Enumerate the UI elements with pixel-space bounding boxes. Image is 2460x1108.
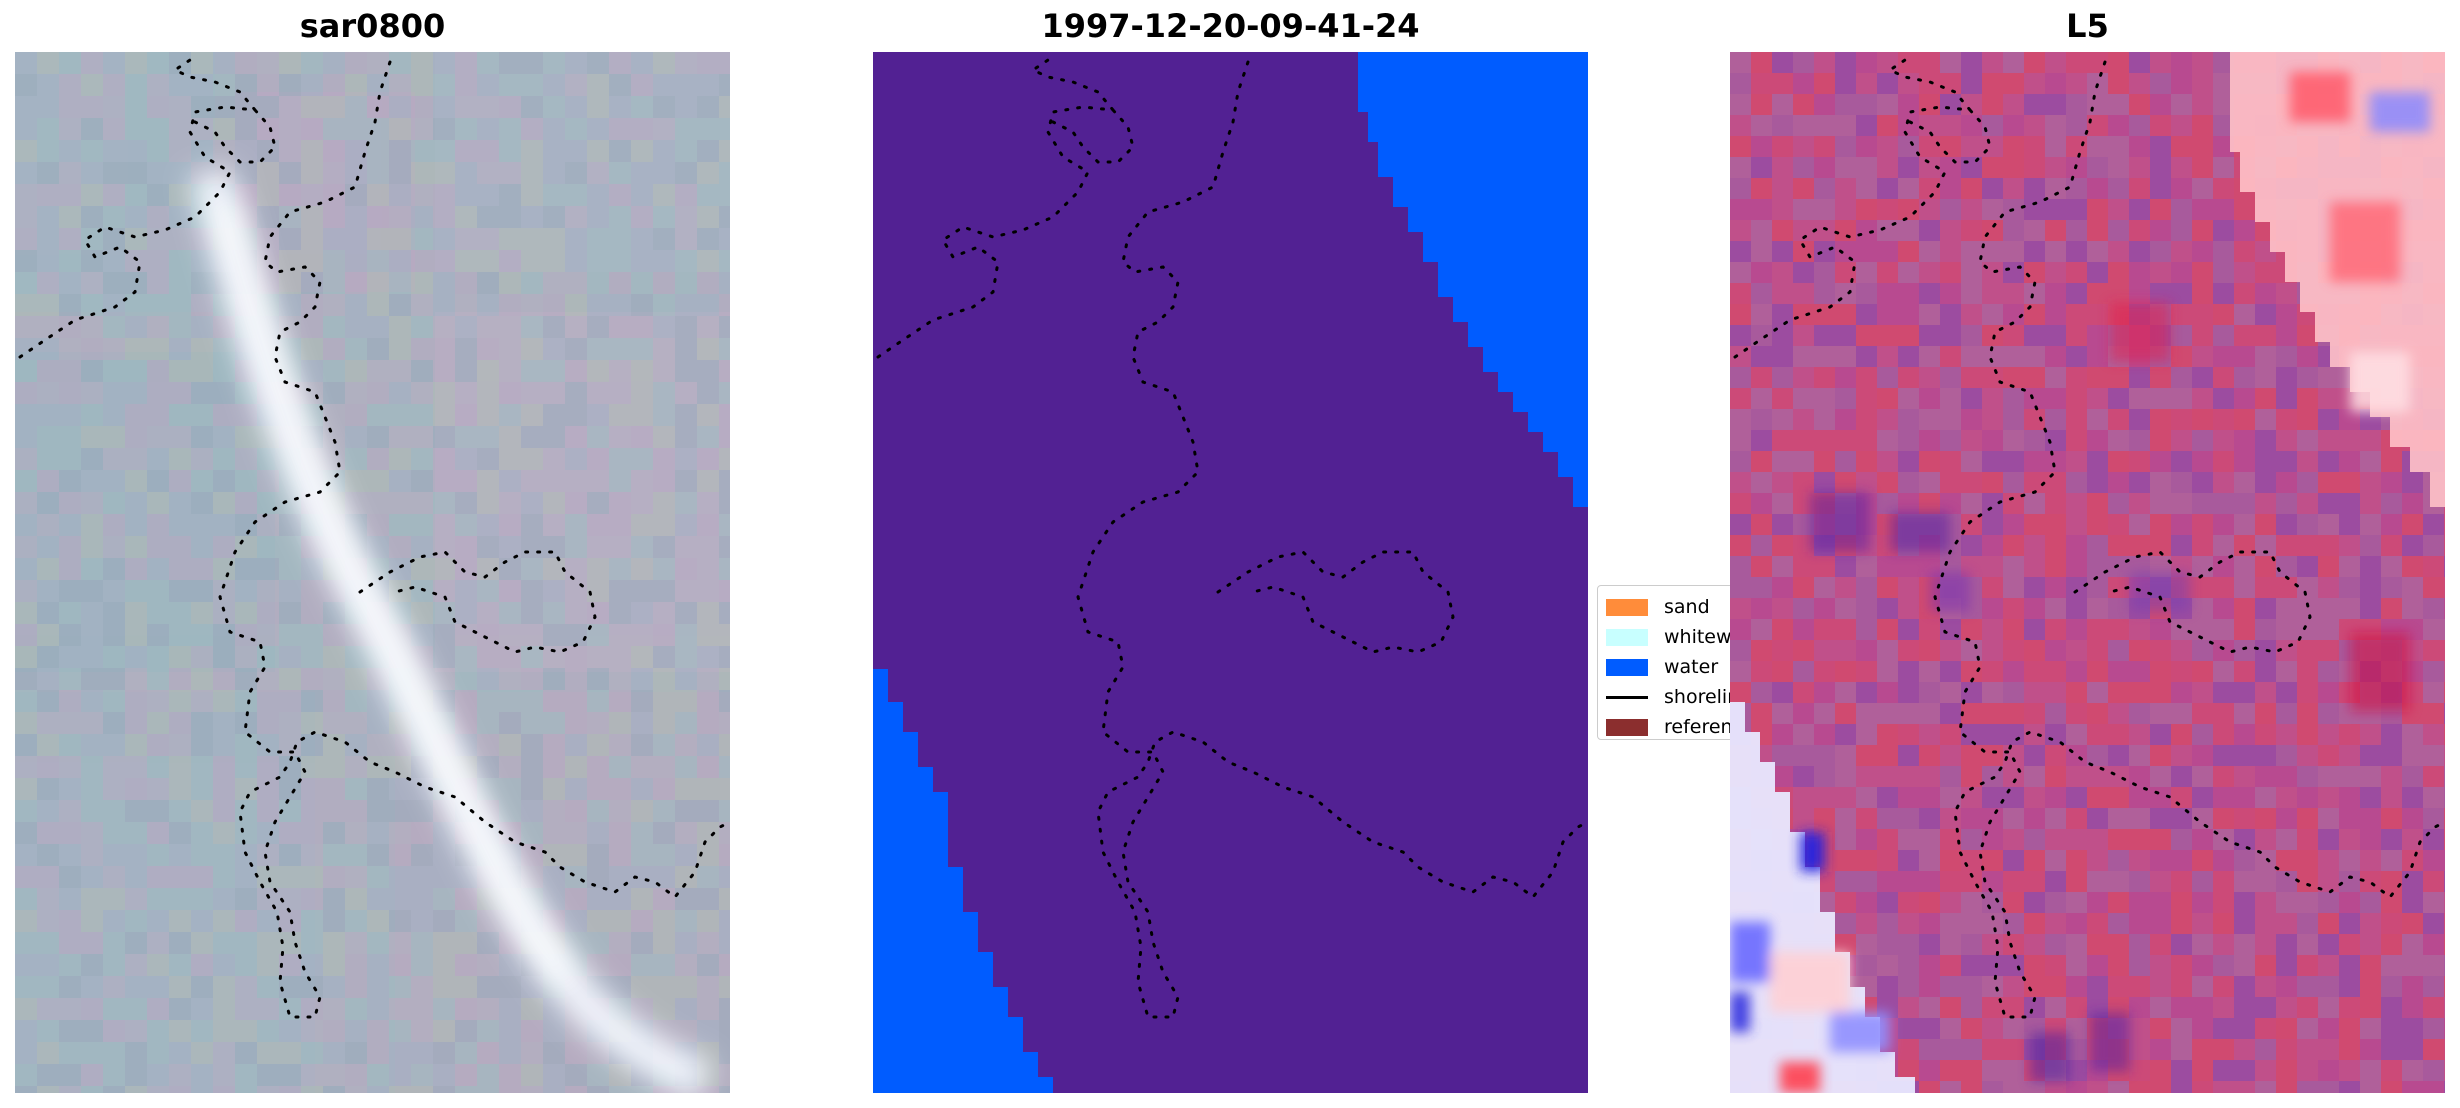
panel-title-sar: sar0800 <box>299 7 446 45</box>
legend-color-swatch <box>1606 628 1648 646</box>
shoreline-dots <box>18 58 730 1019</box>
sar-image <box>15 52 730 1093</box>
l5-image <box>1730 52 2445 1093</box>
legend-item-sand: sand <box>1598 592 1816 622</box>
legend-label: shoreline <box>1664 686 1751 708</box>
classification-image <box>873 52 1588 1093</box>
classification-panel <box>873 52 1588 1093</box>
legend-item-shoreline: shoreline <box>1598 682 1816 712</box>
water-region-top-right <box>1358 52 1588 507</box>
panel-title-classification: 1997-12-20-09-41-24 <box>1041 7 1420 45</box>
shoreline-dots <box>1733 58 2445 1019</box>
panel-title-l5: L5 <box>2066 7 2109 45</box>
sar-image-panel <box>15 52 730 1093</box>
legend-item-water: water <box>1598 652 1816 682</box>
shoreline-dots <box>876 58 1588 1019</box>
l5-image-panel <box>1730 52 2445 1093</box>
legend-label: sand <box>1664 596 1710 618</box>
legend-label: water <box>1664 656 1719 678</box>
legend-line-swatch <box>1606 695 1648 699</box>
water-region-bottom-left <box>873 669 1053 1093</box>
legend-color-swatch <box>1606 598 1648 616</box>
legend-color-swatch <box>1606 718 1648 736</box>
legend-color-swatch <box>1606 658 1648 676</box>
